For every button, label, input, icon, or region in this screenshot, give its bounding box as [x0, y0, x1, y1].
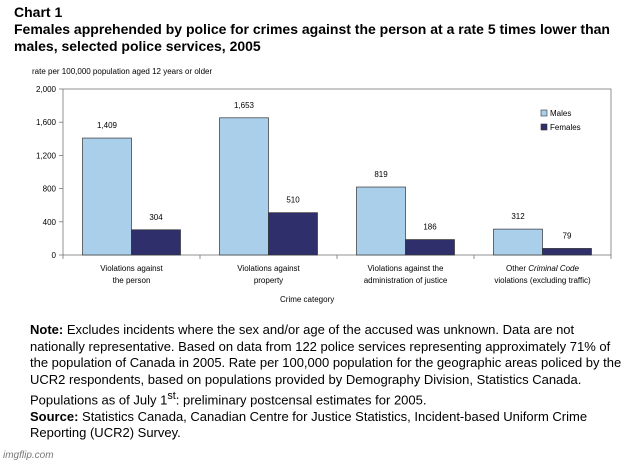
- chart-label: Chart 1: [14, 4, 63, 20]
- data-label-females-0: 304: [149, 213, 163, 222]
- legend-swatch-females: [540, 123, 548, 131]
- data-label-males-1: 1,653: [234, 101, 255, 110]
- y-tick-label: 0: [52, 251, 57, 260]
- y-tick-label: 800: [43, 185, 57, 194]
- category-label-1: Violations against property: [207, 263, 331, 287]
- data-label-females-1: 510: [286, 196, 300, 205]
- y-axis: 0 400 800 1,200 1,600 2,000: [36, 85, 63, 260]
- category-label-line: the person: [112, 276, 151, 285]
- note-text: Excludes incidents where the sex and/or …: [30, 322, 622, 408]
- bar-females-3: [542, 248, 592, 256]
- source-text: Statistics Canada, Canadian Centre for J…: [30, 408, 588, 441]
- y-axis-label: rate per 100,000 population aged 12 year…: [32, 67, 213, 76]
- bar-males-3: [493, 228, 543, 256]
- category-label-2: Violations against the administration of …: [344, 263, 468, 287]
- note-block: Note: Excludes incidents where the sex a…: [30, 322, 622, 442]
- bar-males-2: [356, 186, 406, 256]
- legend-swatch-males: [540, 109, 548, 117]
- legend-label-males: Males: [550, 109, 571, 118]
- legend-label-females: Females: [550, 123, 581, 132]
- bar-males-1: [219, 117, 269, 256]
- data-label-males-0: 1,409: [97, 121, 118, 130]
- category-label-line: Violations against the: [367, 264, 444, 273]
- watermark: imgflip.com: [3, 450, 54, 461]
- data-label-males-2: 819: [374, 170, 388, 179]
- legend: Males Females: [540, 109, 581, 132]
- bar-females-0: [131, 229, 181, 256]
- category-label-line: Violations against: [237, 264, 300, 273]
- x-axis: [62, 255, 612, 259]
- category-label-line: administration of justice: [363, 276, 448, 285]
- bars: 1,409 304 1,653 510 819 186 312 79: [82, 101, 592, 256]
- category-label-3: Other Criminal Code violations (excluding…: [481, 263, 605, 287]
- x-axis-label: Crime category: [280, 295, 335, 304]
- category-label-line: Other Criminal Code: [506, 264, 579, 273]
- bar-females-2: [405, 239, 455, 256]
- category-label-line: Violations against: [100, 264, 163, 273]
- category-label-0: Violations against the person: [70, 263, 194, 287]
- category-label-line: violations (excluding traffic): [494, 276, 591, 285]
- y-tick-label: 1,600: [36, 118, 57, 127]
- bar-males-0: [82, 137, 132, 256]
- bar-females-1: [268, 212, 318, 256]
- data-label-males-3: 312: [511, 212, 525, 221]
- chart-title: Females apprehended by police for crimes…: [14, 21, 610, 54]
- note-label: Note:: [30, 322, 64, 337]
- y-tick-label: 2,000: [36, 85, 57, 94]
- data-label-females-3: 79: [563, 231, 572, 240]
- note-sup: st: [167, 390, 176, 402]
- y-tick-label: 400: [43, 218, 57, 227]
- y-tick-label: 1,200: [36, 151, 57, 160]
- source-label: Source:: [30, 408, 79, 424]
- note-text-end: : preliminary postcensal estimates for 2…: [175, 392, 427, 408]
- category-label-line: property: [253, 276, 284, 285]
- data-label-females-2: 186: [423, 223, 437, 232]
